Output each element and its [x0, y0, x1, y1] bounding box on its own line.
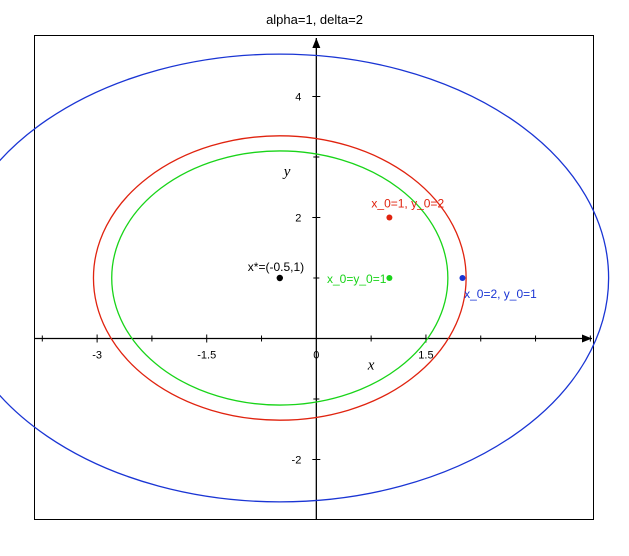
chart-title: alpha=1, delta=2	[266, 12, 363, 27]
initial-point-label: x_0=y_0=1	[327, 272, 387, 286]
y-tick-label: -2	[292, 455, 302, 467]
equilibrium-label: x*=(-0.5,1)	[248, 260, 304, 274]
x-tick-label: 0	[313, 350, 319, 362]
plot-frame	[34, 35, 594, 520]
initial-point	[386, 275, 393, 281]
initial-point-label: x_0=2, y_0=1	[464, 287, 537, 301]
x-tick-label: -3	[92, 350, 102, 362]
y-tick-label: 2	[295, 213, 301, 225]
trajectory-curve	[111, 150, 449, 406]
y-axis-arrow	[312, 38, 321, 48]
x-tick-label: 1.5	[418, 350, 433, 362]
axes: -3 -1.5 0 1.5 4 2 -2 x y	[35, 38, 592, 520]
x-tick-label: -1.5	[197, 350, 216, 362]
y-tick-label: 4	[295, 92, 301, 104]
equilibrium-point	[276, 274, 283, 282]
x-axis-label: x	[367, 358, 375, 374]
trajectory-curve	[92, 135, 467, 421]
x-axis-arrow	[582, 334, 592, 343]
annotations: x_0=2, y_0=1 x_0=1, y_0=2 x_0=y_0=1 x*=(-0.…	[248, 197, 537, 302]
y-axis-label: y	[282, 164, 291, 180]
trajectories	[0, 53, 610, 503]
initial-point	[459, 275, 466, 281]
trajectory-curve	[0, 53, 610, 503]
initial-point	[386, 214, 393, 221]
initial-point-label: x_0=1, y_0=2	[371, 197, 444, 211]
